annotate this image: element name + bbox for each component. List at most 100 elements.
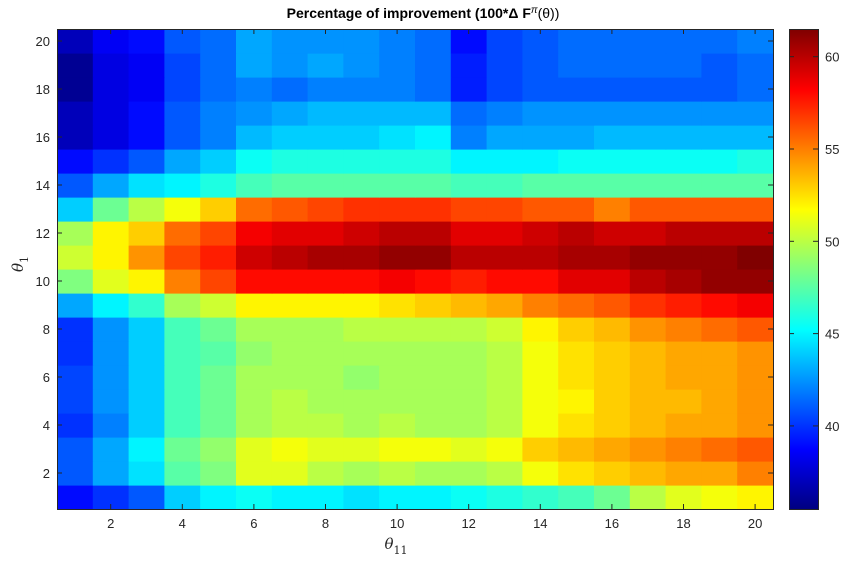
heat-cell	[737, 317, 774, 342]
heat-cell	[128, 53, 165, 78]
x-tick-label: 8	[322, 516, 329, 531]
heat-cell	[737, 389, 774, 414]
heat-cell	[92, 413, 130, 438]
heat-cell	[486, 341, 523, 366]
heat-cell	[164, 461, 201, 486]
heat-cell	[57, 341, 94, 366]
heat-cell	[128, 341, 165, 366]
heat-cell	[522, 461, 559, 486]
heat-cell	[558, 461, 595, 486]
heat-cell	[737, 125, 774, 150]
heat-cell	[92, 437, 130, 462]
heat-cell	[164, 77, 201, 102]
heat-cell	[558, 221, 595, 246]
heat-cell	[92, 77, 130, 102]
heat-cell	[128, 101, 165, 126]
heat-cell	[665, 293, 702, 318]
heat-cell	[737, 173, 774, 198]
heat-cell	[343, 365, 380, 390]
heat-cell	[200, 293, 237, 318]
heat-cell	[200, 173, 237, 198]
heat-cell	[450, 149, 488, 174]
heat-cell	[271, 197, 309, 222]
heat-cell	[307, 293, 344, 318]
heat-cell	[92, 221, 130, 246]
heat-cell	[701, 197, 738, 222]
heat-cell	[594, 269, 631, 294]
heat-cell	[737, 101, 774, 126]
heat-cell	[57, 269, 94, 294]
y-tick-label: 16	[36, 130, 50, 145]
heat-cell	[164, 53, 201, 78]
heat-cell	[200, 149, 237, 174]
heat-cell	[701, 77, 738, 102]
heat-cell	[128, 269, 165, 294]
heat-cell	[92, 341, 130, 366]
heat-cell	[379, 437, 416, 462]
heat-cell	[128, 149, 165, 174]
heat-cell	[415, 125, 452, 150]
heat-cell	[594, 173, 631, 198]
heat-cell	[665, 101, 702, 126]
heat-cell	[379, 221, 416, 246]
heat-cell	[271, 389, 309, 414]
heat-cell	[415, 269, 452, 294]
heat-cell	[57, 245, 94, 270]
heat-cell	[200, 485, 237, 510]
heat-cell	[486, 197, 523, 222]
heat-cell	[164, 437, 201, 462]
heat-cell	[343, 125, 380, 150]
heat-cell	[594, 221, 631, 246]
heat-cell	[236, 317, 273, 342]
heat-cell	[271, 77, 309, 102]
heat-cell	[701, 485, 738, 510]
heat-cell	[128, 245, 165, 270]
heat-cell	[379, 461, 416, 486]
heat-cell	[236, 77, 273, 102]
heat-cell	[200, 341, 237, 366]
heat-cell	[57, 293, 94, 318]
heat-cell	[450, 77, 488, 102]
heat-cell	[128, 293, 165, 318]
heat-cell	[415, 29, 452, 54]
heat-cell	[737, 365, 774, 390]
heat-cell	[271, 245, 309, 270]
heat-cell	[379, 413, 416, 438]
heat-cell	[92, 149, 130, 174]
heat-cell	[415, 293, 452, 318]
heat-cell	[701, 149, 738, 174]
heat-cell	[164, 293, 201, 318]
heat-cell	[558, 317, 595, 342]
heat-cell	[164, 125, 201, 150]
heat-cell	[200, 461, 237, 486]
heat-cell	[665, 149, 702, 174]
heat-cell	[128, 29, 165, 54]
heat-cell	[128, 413, 165, 438]
heat-cell	[307, 197, 344, 222]
heat-cell	[92, 365, 130, 390]
heat-cell	[522, 341, 559, 366]
heat-cell	[271, 437, 309, 462]
heat-cell	[558, 341, 595, 366]
y-axis-ticks: 2 4 6 8 10 12 14 16 18 20	[36, 34, 773, 481]
heat-cell	[128, 461, 165, 486]
heat-cell	[737, 197, 774, 222]
heat-cell	[128, 365, 165, 390]
x-tick-label: 4	[179, 516, 186, 531]
heat-cell	[701, 365, 738, 390]
heat-cell	[558, 437, 595, 462]
heat-cell	[57, 437, 94, 462]
heat-cell	[128, 221, 165, 246]
colorbar-tick-label: 45	[825, 327, 839, 342]
heat-cell	[200, 77, 237, 102]
heat-cell	[343, 485, 380, 510]
heat-cell	[271, 53, 309, 78]
heat-cell	[415, 389, 452, 414]
y-tick-label: 18	[36, 82, 50, 97]
heat-cell	[164, 221, 201, 246]
heat-cell	[164, 197, 201, 222]
heat-cell	[629, 269, 667, 294]
heat-cell	[629, 485, 667, 510]
heat-cell	[307, 317, 344, 342]
heat-cell	[343, 245, 380, 270]
